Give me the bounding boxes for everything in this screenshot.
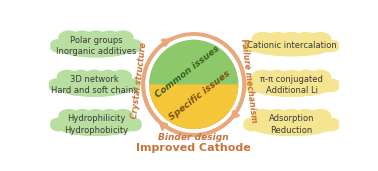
Ellipse shape — [125, 42, 142, 53]
Ellipse shape — [123, 78, 140, 89]
Ellipse shape — [322, 78, 340, 89]
Text: Common issues: Common issues — [154, 44, 222, 100]
Ellipse shape — [85, 109, 107, 123]
Ellipse shape — [243, 42, 261, 52]
Text: 3D network
Hard and soft chains: 3D network Hard and soft chains — [51, 75, 138, 95]
Ellipse shape — [280, 32, 303, 44]
Ellipse shape — [243, 121, 261, 131]
Ellipse shape — [252, 32, 274, 44]
Ellipse shape — [243, 81, 261, 92]
Text: Hydrophilicity
Hydrophobicity: Hydrophilicity Hydrophobicity — [64, 114, 128, 135]
Ellipse shape — [52, 74, 137, 97]
Ellipse shape — [294, 32, 317, 44]
Wedge shape — [149, 84, 239, 129]
Ellipse shape — [322, 42, 340, 52]
Ellipse shape — [243, 78, 261, 89]
Circle shape — [149, 40, 239, 129]
Ellipse shape — [50, 39, 67, 50]
Text: Improved Cathode: Improved Cathode — [136, 143, 251, 153]
Ellipse shape — [254, 41, 330, 56]
Ellipse shape — [309, 70, 331, 83]
Text: π-π conjugated
Additional Li: π-π conjugated Additional Li — [260, 75, 323, 95]
Ellipse shape — [254, 80, 330, 97]
Ellipse shape — [60, 119, 132, 136]
Ellipse shape — [58, 30, 79, 44]
Ellipse shape — [58, 109, 79, 123]
Ellipse shape — [125, 117, 142, 128]
Ellipse shape — [84, 70, 105, 83]
Ellipse shape — [99, 30, 120, 44]
Ellipse shape — [247, 113, 336, 136]
Ellipse shape — [252, 70, 274, 83]
Ellipse shape — [294, 70, 317, 83]
Ellipse shape — [57, 70, 78, 83]
Ellipse shape — [125, 39, 142, 50]
Ellipse shape — [247, 36, 336, 56]
Ellipse shape — [243, 40, 261, 49]
Ellipse shape — [50, 117, 67, 128]
Ellipse shape — [85, 30, 107, 44]
Ellipse shape — [112, 109, 134, 123]
Ellipse shape — [49, 78, 66, 89]
Ellipse shape — [252, 109, 274, 123]
Ellipse shape — [309, 32, 331, 44]
Text: Cationic intercalation: Cationic intercalation — [246, 41, 336, 50]
Ellipse shape — [50, 42, 67, 53]
Ellipse shape — [266, 70, 288, 83]
Circle shape — [171, 84, 216, 129]
Ellipse shape — [125, 121, 142, 131]
Ellipse shape — [70, 70, 91, 83]
Ellipse shape — [322, 117, 340, 128]
Ellipse shape — [294, 109, 317, 123]
Text: Failure mechanism: Failure mechanism — [239, 38, 258, 123]
Ellipse shape — [112, 30, 134, 44]
Ellipse shape — [72, 30, 93, 44]
Text: Adsorption
Reduction: Adsorption Reduction — [269, 114, 314, 135]
Ellipse shape — [54, 34, 138, 57]
Ellipse shape — [309, 109, 331, 123]
Ellipse shape — [123, 81, 140, 92]
Text: Polar groups
Inorganic additives: Polar groups Inorganic additives — [56, 36, 136, 56]
Ellipse shape — [99, 109, 120, 123]
Circle shape — [171, 40, 216, 84]
Ellipse shape — [322, 81, 340, 92]
Text: Specific issues: Specific issues — [167, 69, 232, 122]
Ellipse shape — [322, 121, 340, 131]
Circle shape — [141, 32, 246, 137]
Ellipse shape — [111, 70, 132, 83]
Ellipse shape — [49, 81, 66, 92]
Ellipse shape — [50, 121, 67, 131]
Ellipse shape — [266, 109, 288, 123]
Ellipse shape — [247, 74, 336, 97]
Ellipse shape — [280, 70, 303, 83]
Ellipse shape — [60, 41, 132, 57]
Ellipse shape — [254, 119, 330, 136]
Ellipse shape — [98, 70, 119, 83]
Ellipse shape — [280, 109, 303, 123]
Ellipse shape — [243, 117, 261, 128]
Ellipse shape — [322, 40, 340, 49]
Ellipse shape — [58, 80, 130, 97]
Ellipse shape — [266, 32, 288, 44]
Circle shape — [145, 36, 242, 133]
Text: Binder design: Binder design — [158, 133, 229, 142]
Text: Crystal structure: Crystal structure — [130, 42, 148, 119]
Ellipse shape — [54, 113, 138, 136]
Ellipse shape — [72, 109, 93, 123]
